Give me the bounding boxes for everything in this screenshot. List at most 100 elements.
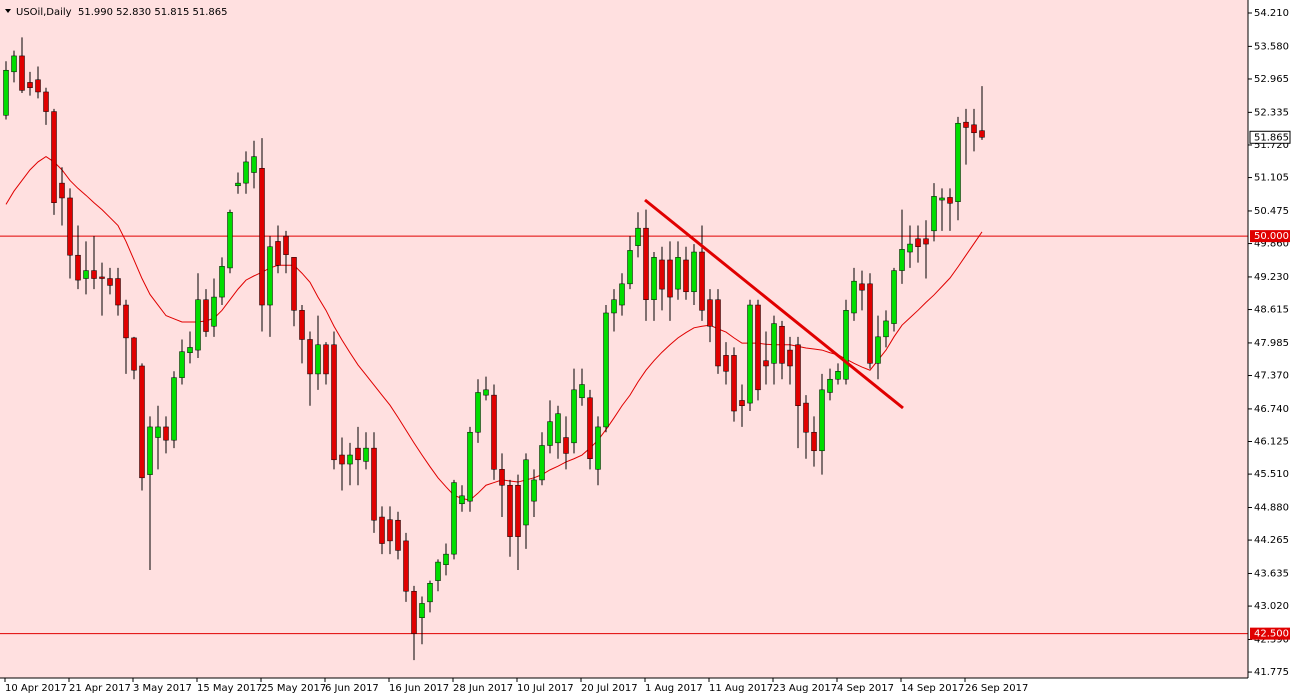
candle-body	[275, 241, 281, 266]
candle-body	[67, 197, 73, 256]
candle-body	[123, 304, 129, 339]
candle-body	[867, 283, 873, 364]
candle-body	[243, 161, 249, 184]
x-tick-label: 3 May 2017	[133, 683, 192, 694]
candle-body	[347, 454, 353, 465]
price-label-box	[1250, 230, 1290, 243]
candle-body	[595, 426, 601, 470]
candle-body	[43, 91, 49, 112]
candle-body	[635, 227, 641, 246]
candle-body	[355, 447, 361, 461]
ohlc-readout: 51.990 52.830 51.815 51.865	[78, 7, 228, 18]
candle-body	[931, 196, 937, 232]
candle-body	[835, 371, 841, 380]
x-tick-label: 26 Sep 2017	[965, 683, 1028, 694]
candle-body	[475, 392, 481, 433]
price-label: 42.500	[1254, 629, 1289, 640]
y-tick-label: 43.020	[1254, 601, 1289, 612]
candle-body	[611, 299, 617, 314]
x-tick-label: 10 Apr 2017	[5, 683, 67, 694]
candle-body	[539, 445, 545, 481]
candle-body	[211, 296, 217, 327]
layer	[0, 12, 1252, 682]
candle-body	[923, 238, 929, 245]
candle-body	[27, 82, 33, 88]
candle-body	[795, 344, 801, 406]
x-tick-label: 15 May 2017	[197, 683, 262, 694]
candle-body	[619, 283, 625, 306]
plot-area	[0, 0, 1248, 678]
candle-body	[267, 246, 273, 306]
candle-body	[899, 249, 905, 271]
candle-body	[979, 130, 985, 138]
y-tick-label: 52.335	[1254, 107, 1289, 118]
candle-body	[411, 590, 417, 634]
candle-body	[299, 310, 305, 340]
candle-body	[435, 561, 441, 581]
candle-body	[131, 337, 137, 371]
candle-body	[339, 454, 345, 465]
y-tick-label: 41.775	[1254, 667, 1289, 678]
y-tick-label: 50.475	[1254, 206, 1289, 217]
candle-body	[443, 553, 449, 565]
candle-body	[723, 355, 729, 372]
candle-body	[907, 243, 913, 253]
candle-body	[667, 259, 673, 298]
candle-body	[851, 280, 857, 314]
candle-body	[827, 378, 833, 393]
candle-body	[555, 413, 561, 444]
candle-body	[859, 283, 865, 291]
candle-body	[91, 270, 97, 279]
x-tick-label: 4 Sep 2017	[837, 683, 894, 694]
candle-body	[419, 603, 425, 618]
moving-average	[5, 156, 983, 501]
candle-body	[603, 312, 609, 428]
x-tick-label: 1 Aug 2017	[645, 683, 703, 694]
candle-body	[403, 540, 409, 592]
candle-body	[483, 389, 489, 396]
last-price-label: 51.865	[1254, 132, 1289, 143]
candle-body	[467, 431, 473, 502]
menu-arrow	[5, 9, 11, 13]
candle-body	[107, 278, 113, 286]
y-tick-label: 46.125	[1254, 437, 1289, 448]
y-tick-label: 43.635	[1254, 568, 1289, 579]
y-tick-label: 51.105	[1254, 173, 1289, 184]
price-label-box	[1250, 627, 1290, 640]
candle-body	[83, 270, 89, 279]
x-tick-label: 28 Jun 2017	[453, 683, 513, 694]
candle-body	[59, 182, 65, 199]
candle-body	[99, 276, 105, 279]
candle-body	[11, 55, 17, 73]
candle-body	[203, 299, 209, 332]
candle-body	[747, 304, 753, 404]
candle-body	[147, 426, 153, 475]
y-tick-label: 44.265	[1254, 535, 1289, 546]
candle-body	[35, 79, 41, 93]
candle-body	[955, 122, 961, 202]
candle-body	[499, 469, 505, 486]
candle-body	[51, 111, 57, 203]
candle-body	[19, 55, 25, 91]
x-tick-label: 11 Aug 2017	[709, 683, 773, 694]
candle-body	[179, 351, 185, 378]
candle-body	[843, 310, 849, 380]
candle-body	[331, 344, 337, 461]
candle-body	[163, 426, 169, 441]
candle-body	[291, 257, 297, 311]
candle-body	[779, 325, 785, 364]
candle-body	[507, 484, 513, 537]
y-tick-label: 44.880	[1254, 502, 1289, 513]
candle-body	[939, 197, 945, 201]
x-tick-label: 6 Jun 2017	[325, 683, 379, 694]
candle-body	[459, 495, 465, 505]
y-tick-label: 42.390	[1254, 634, 1289, 645]
y-tick-label: 54.210	[1254, 8, 1289, 19]
candle-body	[379, 516, 385, 544]
candle-body	[547, 421, 553, 446]
price-label: 50.000	[1254, 231, 1289, 242]
candle-body	[3, 69, 9, 116]
candle-body	[771, 323, 777, 364]
